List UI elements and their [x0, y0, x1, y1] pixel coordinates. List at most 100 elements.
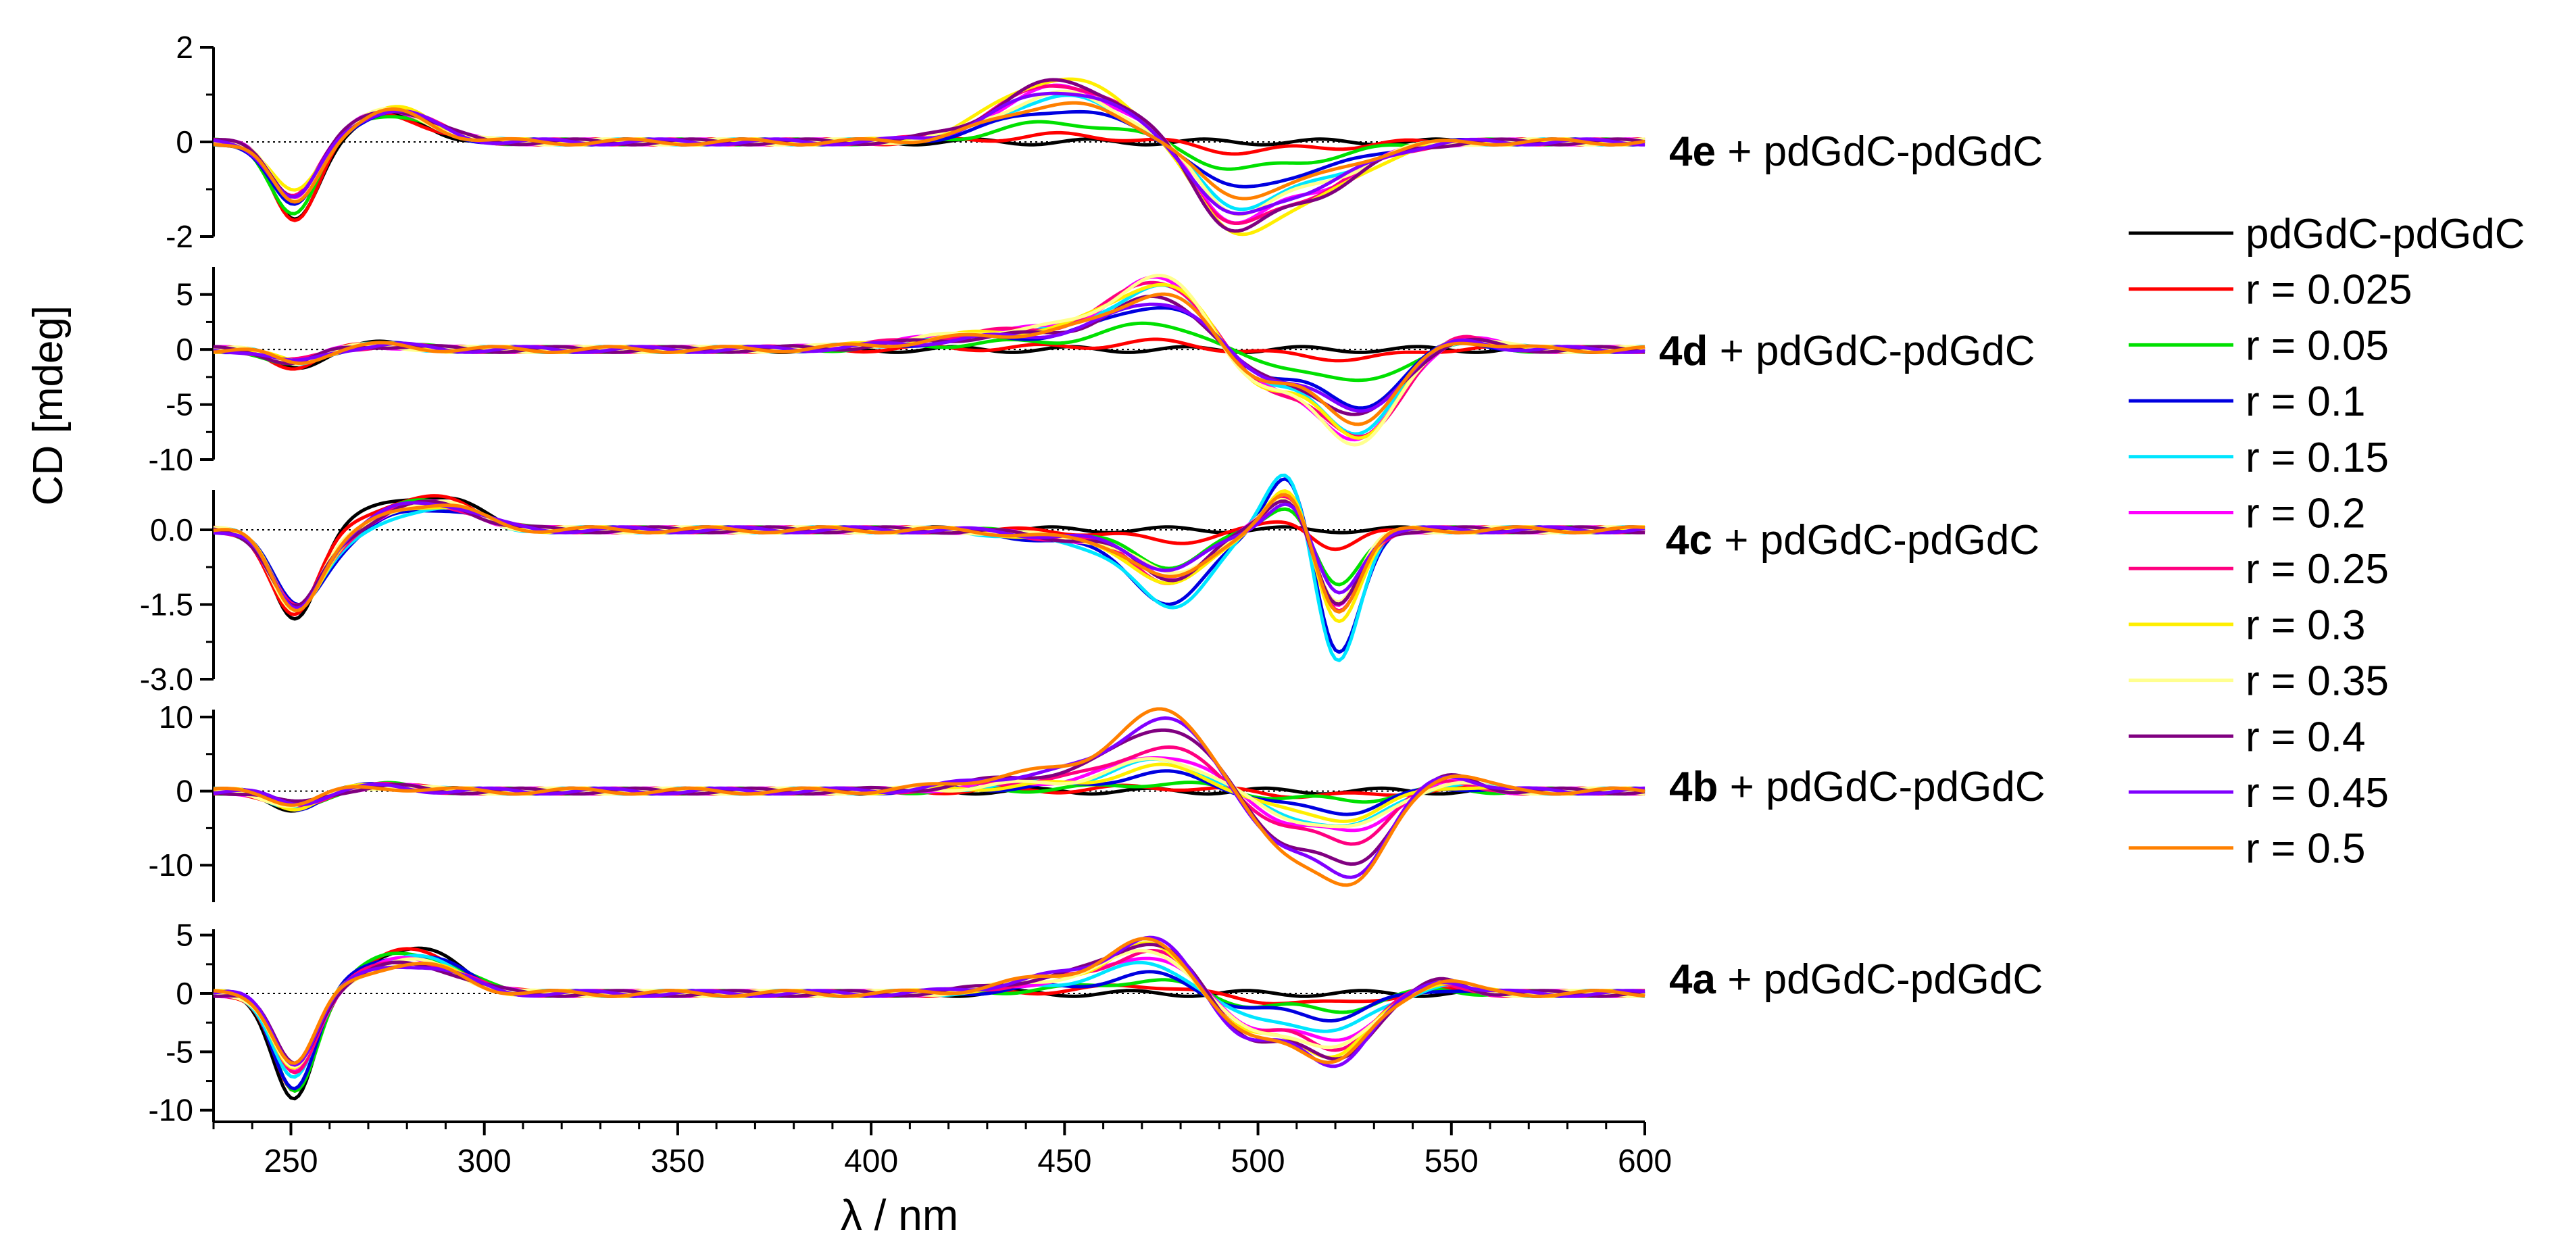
series-line: [213, 93, 1645, 212]
x-tick-label: 600: [1618, 1143, 1672, 1179]
panel-label-bold: 4a: [1669, 956, 1716, 1003]
y-tick-label: -1.5: [140, 587, 193, 622]
series-line: [213, 498, 1645, 609]
legend-entry: r = 0.15: [2129, 435, 2389, 481]
series-line: [213, 83, 1645, 225]
legend-label: r = 0.1: [2246, 378, 2366, 425]
panel-label-text: + pdGdC-pdGdC: [1712, 517, 2039, 564]
series-line: [213, 499, 1645, 608]
panel-4e: -2 0 2 4e + pdGdC-pdGdC: [166, 30, 2043, 254]
panel-label-text: + pdGdC-pdGdC: [1716, 128, 2043, 175]
panel-label-bold: 4c: [1666, 517, 1712, 564]
y-tick-label: -10: [149, 1093, 193, 1128]
y-tick-label: -2: [166, 219, 193, 254]
legend-label: r = 0.05: [2246, 322, 2389, 369]
y-tick-label: 10: [159, 699, 193, 735]
series-line: [213, 89, 1645, 217]
x-tick-label: 400: [844, 1143, 898, 1179]
series-line: [213, 937, 1645, 1065]
legend-entry: r = 0.25: [2129, 546, 2389, 593]
series-line: [213, 497, 1645, 613]
legend-label: r = 0.35: [2246, 658, 2389, 705]
panel-4c: -3.0 -1.5 0.0 4c + pdGdC-pdGdC: [140, 473, 2039, 697]
legend-entry: r = 0.4: [2129, 714, 2366, 760]
y-tick-label: 2: [176, 30, 193, 65]
series-line: [213, 495, 1645, 621]
panel-4d: -10 -5 0 5 4d + pdGdC-pdGdC: [149, 267, 2035, 477]
legend-label: r = 0.4: [2246, 714, 2366, 760]
y-tick-label: -5: [166, 387, 193, 422]
y-tick-label: 0: [176, 332, 193, 367]
legend-label: r = 0.025: [2246, 267, 2412, 314]
panel-label-bold: 4b: [1669, 764, 1718, 810]
series-line: [213, 946, 1645, 1101]
y-tick-label: 0: [176, 976, 193, 1011]
legend-entry: r = 0.5: [2129, 826, 2366, 872]
panel-label-bold: 4e: [1669, 128, 1716, 175]
series-line: [213, 91, 1645, 216]
series-line: [213, 112, 1645, 221]
x-tick-label: 450: [1037, 1143, 1091, 1179]
x-axis: 250 300 350 400 450 500 550 600: [212, 1120, 1672, 1179]
legend-entry: pdGdC-pdGdC: [2129, 211, 2525, 257]
legend-entry: r = 0.025: [2129, 267, 2412, 314]
series-line: [213, 707, 1645, 887]
series-line: [213, 496, 1645, 613]
y-tick-label: -5: [166, 1034, 193, 1069]
legend-entry: r = 0.1: [2129, 378, 2366, 425]
panel-label-4c: 4c + pdGdC-pdGdC: [1666, 517, 2039, 564]
series-line: [213, 501, 1645, 610]
panel-label-4a: 4a + pdGdC-pdGdC: [1669, 956, 2043, 1003]
x-axis-label-symbol: λ: [841, 1191, 862, 1239]
series-line: [213, 956, 1645, 1073]
legend-label: r = 0.3: [2246, 602, 2366, 649]
y-tick-label: -10: [149, 442, 193, 477]
panel-label-bold: 4d: [1659, 328, 1708, 374]
series-line: [213, 728, 1645, 866]
series-line: [213, 494, 1645, 616]
series-line: [213, 947, 1645, 1093]
legend-label: r = 0.2: [2246, 491, 2366, 537]
panel-label-text: + pdGdC-pdGdC: [1716, 956, 2043, 1003]
legend-label: r = 0.15: [2246, 435, 2389, 481]
panel-label-4d: 4d + pdGdC-pdGdC: [1659, 328, 2035, 374]
y-tick-label: -3.0: [140, 662, 193, 697]
series-line: [213, 84, 1645, 225]
y-tick-label: -10: [149, 847, 193, 883]
series-line: [213, 952, 1645, 1093]
legend-label: pdGdC-pdGdC: [2246, 211, 2525, 257]
series-line: [213, 498, 1645, 610]
panel-label-4e: 4e + pdGdC-pdGdC: [1669, 128, 2043, 175]
panel-label-4b: 4b + pdGdC-pdGdC: [1669, 764, 2046, 810]
y-tick-label: 5: [176, 277, 193, 312]
panels: -2 0 2 4e + pdGdC-pdGdC -10 -5 0 5 4d + pdGdC-pd…: [140, 30, 2046, 1179]
legend-label: r = 0.25: [2246, 546, 2389, 593]
panel-label-text: + pdGdC-pdGdC: [1718, 764, 2045, 810]
panel-4a: -10 -5 0 5 4a + pdGdC-pdGdC: [149, 918, 2044, 1128]
legend-label: r = 0.45: [2246, 770, 2389, 816]
y-tick-label: 0: [176, 774, 193, 809]
x-axis-label-unit: / nm: [862, 1191, 958, 1239]
legend-entry: r = 0.2: [2129, 491, 2366, 537]
x-tick-label: 350: [651, 1143, 705, 1179]
legend-entry: r = 0.45: [2129, 770, 2389, 816]
panel-label-text: + pdGdC-pdGdC: [1708, 328, 2035, 374]
y-axis-label: CD [mdeg]: [25, 305, 72, 506]
series-line: [213, 101, 1645, 204]
x-tick-label: 250: [264, 1143, 318, 1179]
x-tick-label: 550: [1425, 1143, 1479, 1179]
series-line: [213, 493, 1645, 614]
legend: pdGdC-pdGdC r = 0.025 r = 0.05 r = 0.1 r = 0…: [2129, 211, 2525, 872]
panel-4b: -10 0 10 4b + pdGdC-pdGdC: [149, 699, 2046, 902]
series-line: [213, 716, 1645, 879]
series-line: [213, 745, 1645, 846]
legend-entry: r = 0.35: [2129, 658, 2389, 705]
series-line: [213, 112, 1645, 222]
series-line: [213, 78, 1645, 233]
x-tick-label: 500: [1231, 1143, 1285, 1179]
legend-entry: r = 0.05: [2129, 322, 2389, 369]
legend-label: r = 0.5: [2246, 826, 2366, 872]
series-line: [213, 292, 1645, 426]
series-line: [213, 955, 1645, 1091]
